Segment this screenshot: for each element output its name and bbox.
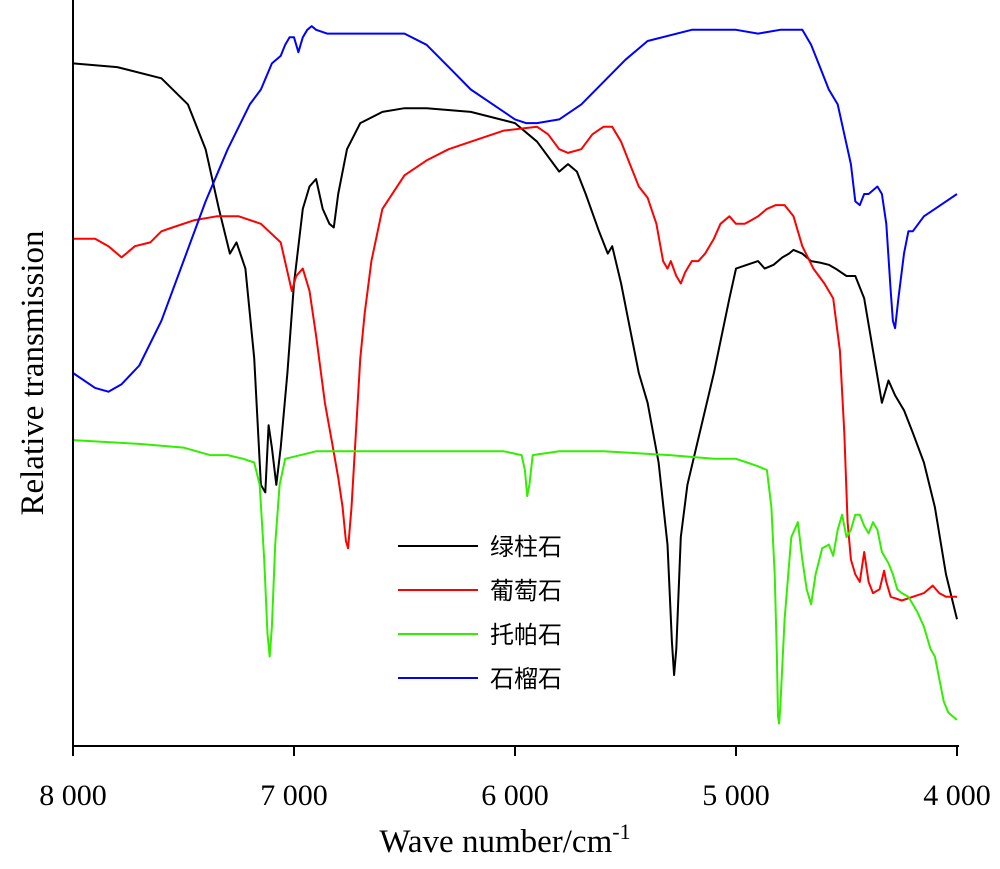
series-line-3 — [72, 439, 958, 725]
x-tick-label: 7 000 — [260, 779, 328, 812]
x-tick-label: 4 000 — [923, 779, 991, 812]
x-tick-label: 8 000 — [39, 779, 107, 812]
x-tick-label: 5 000 — [702, 779, 770, 812]
series-line-4 — [72, 25, 958, 393]
legend-label-1: 绿柱石 — [490, 533, 562, 561]
series-line-1 — [72, 62, 958, 677]
legend-label-2: 葡萄石 — [490, 577, 562, 605]
series-layer — [72, 25, 958, 725]
legend-label-4: 石榴石 — [490, 665, 562, 693]
x-ticks: 8 000 7 000 6 000 5 000 4 000 — [39, 746, 991, 812]
x-tick-label: 6 000 — [481, 779, 549, 812]
legend-label-3: 托帕石 — [490, 621, 562, 649]
series-line-2 — [73, 125, 957, 602]
y-axis-title: Relative transmission — [15, 230, 51, 515]
x-axis-title: Wave number/cm-1 — [379, 819, 630, 860]
